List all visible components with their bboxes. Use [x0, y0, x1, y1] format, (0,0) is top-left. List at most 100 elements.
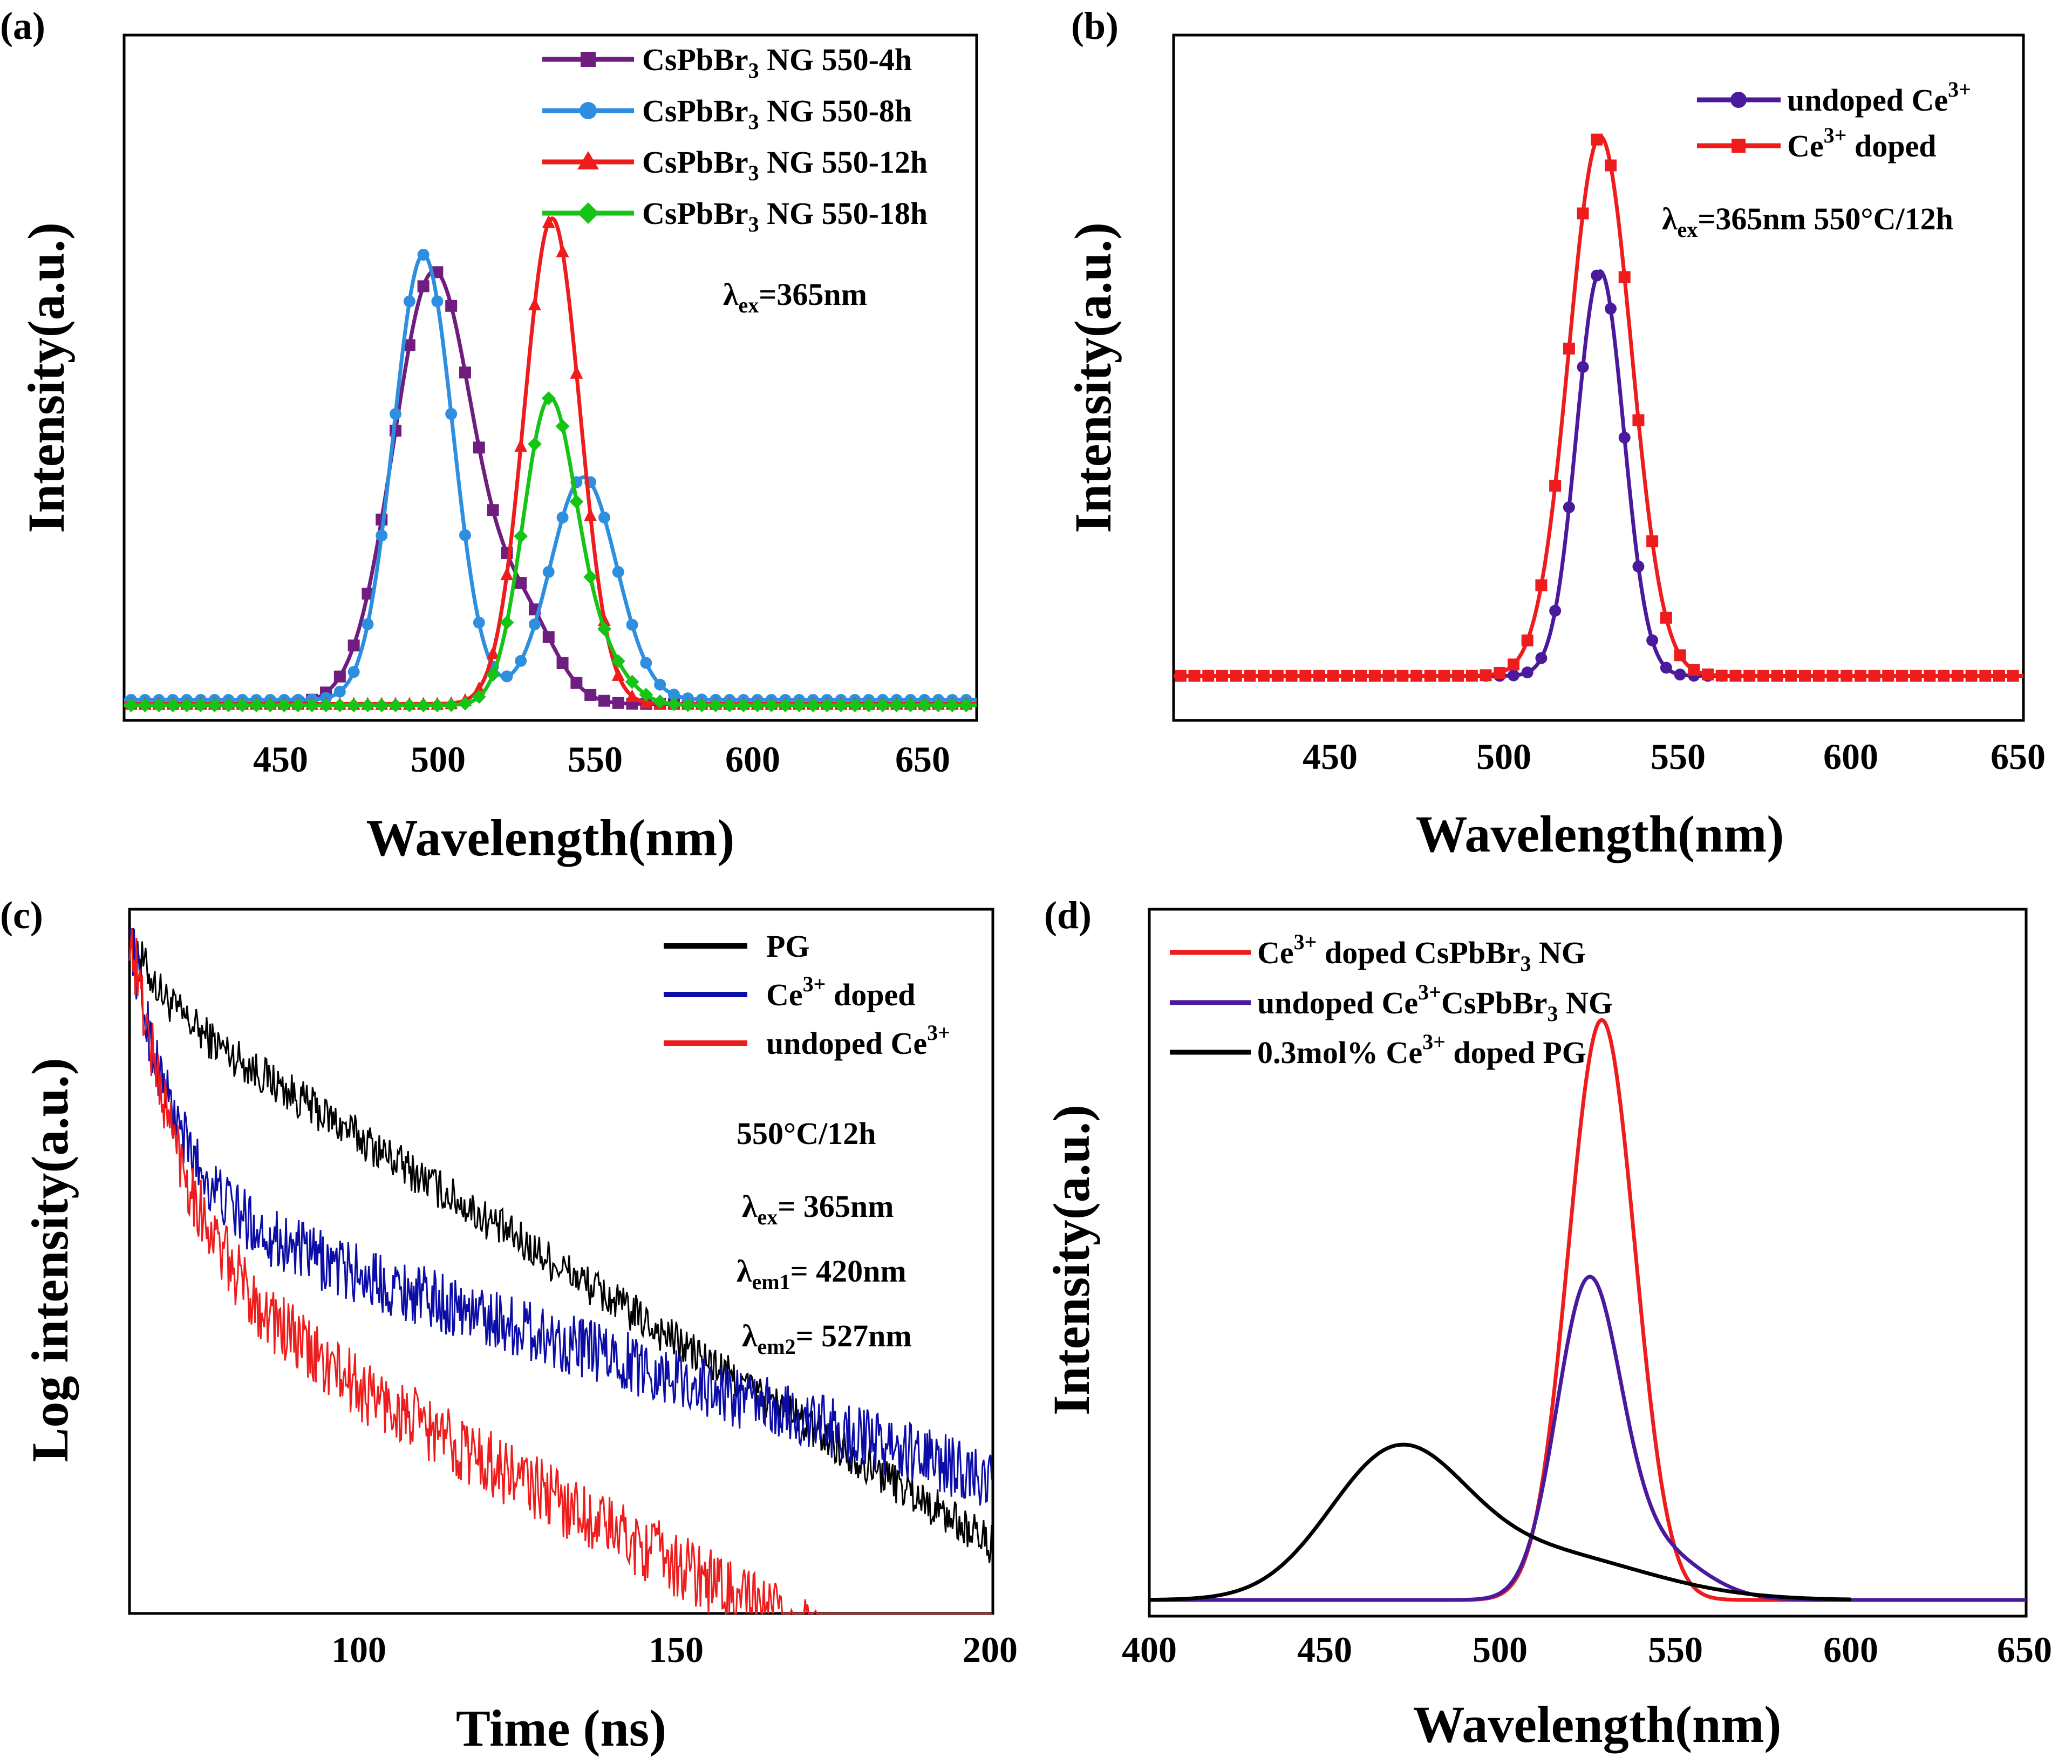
- panel-b-data-point: [1799, 670, 1811, 682]
- panel-b-data-point: [1743, 670, 1756, 682]
- panel-a-data-point: [332, 698, 347, 712]
- panel-b-data-point: [1660, 662, 1672, 674]
- panel-a-data-point: [639, 687, 653, 702]
- panel-b-data-point: [1965, 670, 1978, 682]
- panel-b-data-point: [1632, 560, 1645, 573]
- panel-b-data-point: [1188, 670, 1201, 682]
- panel-b-data-point: [1563, 501, 1575, 514]
- panel-d-tick-label: 450: [1297, 1629, 1352, 1670]
- panel-b-data-point: [1258, 670, 1270, 682]
- panel-b-legend-marker: [1730, 92, 1747, 108]
- panel-a-x-axis-title: Wavelength(nm): [366, 809, 735, 867]
- panel-a-data-point: [138, 698, 152, 712]
- panel-c-series-line: [128, 928, 993, 1563]
- panel-b-data-point: [1285, 670, 1298, 682]
- panel-b-tick-label: 650: [1991, 736, 2046, 777]
- panel-a-data-point: [903, 698, 918, 712]
- panel-a-data-point: [362, 588, 374, 600]
- panel-b-data-point: [1535, 579, 1548, 591]
- panel-a-data-point: [416, 698, 431, 712]
- panel-b-tick-label: 600: [1823, 736, 1878, 777]
- panel-d-legend-label: 0.3mol% Ce3+ doped PG: [1257, 1030, 1586, 1070]
- panel-a-data-point: [584, 689, 597, 701]
- panel-b-data-point: [1549, 604, 1562, 617]
- panel-a-plot-frame: [122, 33, 978, 722]
- panel-a-data-point: [542, 566, 555, 578]
- panel-b-data-point: [1938, 670, 1950, 682]
- panel-a-data-point: [388, 698, 403, 712]
- panel-b-data-point: [1438, 670, 1450, 682]
- panel-a-data-point: [640, 657, 652, 669]
- panel-b-data-point: [1591, 133, 1603, 146]
- panel-a-data-point: [459, 529, 471, 541]
- panel-b-x-axis-title: Wavelength(nm): [1416, 805, 1784, 863]
- panel-b-annotation: λex=365nm 550°C/12h: [1662, 201, 1953, 242]
- panel-b-data-point: [1688, 664, 1700, 676]
- panel-c-plot-frame: [128, 908, 994, 1615]
- panel-c-y-axis-title: Log intensity(a.u.): [21, 1058, 79, 1462]
- panel-a-data-point: [680, 698, 695, 712]
- panel-b-data-point: [1410, 670, 1422, 682]
- panel-d-tick-label: 550: [1648, 1629, 1703, 1670]
- panel-a-tick-label: 450: [253, 739, 308, 780]
- panel-a-data-point: [500, 567, 514, 581]
- panel-a-data-point: [555, 419, 570, 433]
- panel-b-tick-label: 550: [1651, 736, 1706, 777]
- panel-a-data-point: [708, 698, 723, 712]
- panel-a: (a) 450 500 550 600 650 Wavelength(nm) I…: [0, 4, 978, 867]
- panel-d: (d) 400 450 500 550 600 650 Wavelength(n…: [1042, 894, 2052, 1753]
- panel-b-data-point: [1480, 669, 1492, 682]
- panel-a-data-point: [193, 698, 208, 712]
- panel-b-data-point: [1702, 668, 1714, 680]
- panel-d-legend-item: Ce3+ doped CsPbBr3 NG: [1170, 930, 1586, 976]
- panel-a-data-point: [778, 698, 793, 712]
- panel-b-data-point: [1563, 342, 1575, 355]
- panel-a-data-point: [626, 618, 638, 631]
- panel-b-data-point: [1841, 670, 1853, 682]
- panel-b-data-point: [1508, 658, 1519, 671]
- panel-a-legend-item: CsPbBr3 NG 550-12h: [542, 145, 928, 185]
- panel-a-data-point: [612, 697, 624, 709]
- panel-b-data-point: [1577, 207, 1589, 220]
- panel-a-data-point: [612, 566, 624, 578]
- panel-a-legend-item: CsPbBr3 NG 550-8h: [542, 93, 912, 134]
- panel-b-data: [1173, 133, 2024, 682]
- panel-a-legend-label: CsPbBr3 NG 550-4h: [642, 42, 912, 83]
- panel-a-tick-label: 600: [725, 739, 780, 780]
- panel-b-data-point: [1382, 670, 1395, 682]
- panel-a-data-point: [820, 698, 834, 712]
- panel-a-legend-label: CsPbBr3 NG 550-8h: [642, 93, 912, 134]
- panel-a-data-point: [792, 698, 807, 712]
- panel-a-data-point: [305, 698, 319, 712]
- panel-a-legend-item: CsPbBr3 NG 550-4h: [542, 42, 912, 83]
- panel-b-data-point: [1646, 535, 1659, 548]
- panel-b-data-point: [1924, 670, 1936, 682]
- panel-a-data-point: [514, 439, 528, 452]
- panel-d-tick-label: 600: [1823, 1629, 1878, 1670]
- panel-a-data-point: [569, 494, 584, 509]
- panel-d-series-line: [1149, 1442, 1851, 1602]
- panel-c-x-ticks: 100 150 200: [331, 1629, 1018, 1670]
- panel-b-data-point: [1174, 670, 1187, 682]
- panel-a-annotation: λex=365nm: [723, 277, 867, 317]
- panel-a-data-point: [473, 441, 485, 454]
- panel-b-tick-label: 500: [1476, 736, 1531, 777]
- panel-d-x-ticks: 400 450 500 550 600 650: [1122, 1629, 2052, 1670]
- panel-c-annotation: λem2= 527nm: [742, 1318, 912, 1359]
- panel-d-legend-item: undoped Ce3+CsPbBr3 NG: [1170, 980, 1613, 1026]
- panel-b-data-point: [1452, 670, 1464, 682]
- panel-a-data-point: [472, 690, 486, 704]
- panel-a-data-point: [889, 698, 904, 712]
- panel-a-data-point: [501, 670, 513, 683]
- panel-a-data-point: [584, 508, 597, 521]
- panel-a-data-point: [263, 698, 277, 712]
- panel-d-series-line: [1149, 1275, 2027, 1602]
- panel-b-data-point: [1521, 634, 1533, 646]
- panel-b-x-ticks: 450 500 550 600 650: [1303, 736, 2046, 777]
- panel-a-data-point: [848, 698, 862, 712]
- panel-d-plot-frame: [1148, 908, 2028, 1618]
- panel-a-data-point: [583, 570, 598, 584]
- panel-c-tick-label: 150: [649, 1629, 704, 1670]
- panel-a-data-point: [390, 408, 402, 420]
- panel-a-data-point: [500, 615, 514, 630]
